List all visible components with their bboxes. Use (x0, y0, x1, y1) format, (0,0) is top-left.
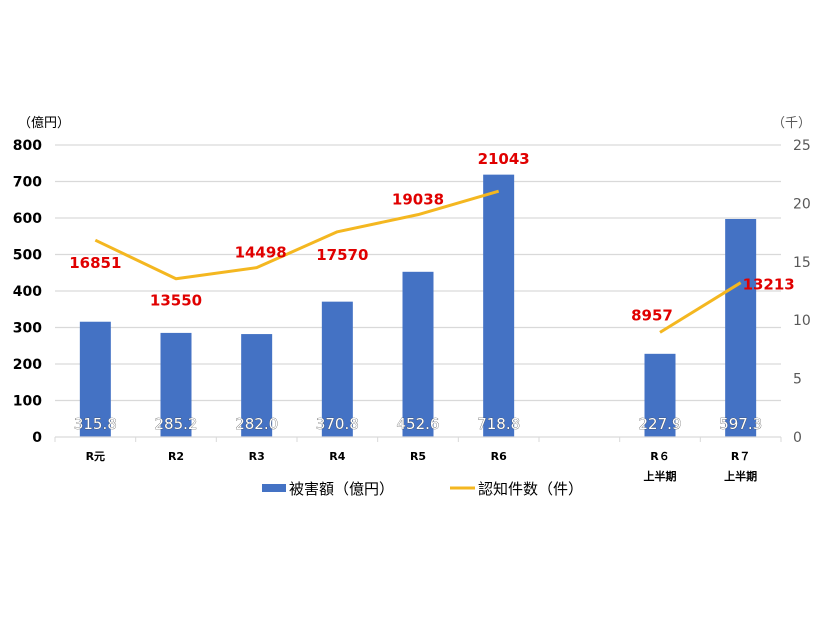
left-axis-tick: 700 (13, 175, 42, 191)
legend-bar-swatch (262, 484, 286, 492)
category-label: R元 (86, 450, 105, 463)
line-value-label: 19038 (392, 191, 444, 209)
right-axis-tick: 0 (793, 430, 802, 446)
category-label: R5 (410, 450, 426, 463)
category-label: R2 (168, 450, 184, 463)
right-axis-tick: 20 (793, 196, 811, 212)
legend-line-label: 認知件数（件） (478, 480, 583, 498)
line-value-label: 16851 (69, 254, 121, 272)
line-value-label: 13550 (150, 292, 202, 310)
category-label: R4 (329, 450, 345, 463)
line-path (659, 281, 742, 334)
line-value-label: 13213 (743, 276, 795, 294)
bar-value-label: 597.3 (719, 415, 762, 433)
legend-bar-label: 被害額（億円） (289, 480, 394, 498)
right-axis-tick: 10 (793, 313, 811, 329)
bar (644, 353, 676, 437)
legend: 被害額（億円） 認知件数（件） (262, 480, 583, 498)
left-axis-tick: 400 (13, 284, 42, 300)
right-y-axis: 0 5 10 15 20 25 (793, 138, 811, 446)
category-label: R6 (491, 450, 507, 463)
left-y-axis: 0 100 200 300 400 500 600 700 800 (13, 138, 42, 446)
left-axis-tick: 800 (13, 138, 42, 154)
bar-value-label: 227.9 (639, 415, 682, 433)
bar (483, 174, 515, 437)
category-label: 上半期 (724, 469, 757, 483)
line-value-labels: 16851 13550 14498 17570 19038 21043 8957 13213 (69, 150, 795, 324)
category-label: R６ (650, 450, 669, 463)
line-value-label: 21043 (478, 150, 530, 168)
bar-value-label: 285.2 (155, 415, 198, 433)
left-axis-tick: 500 (13, 248, 42, 264)
right-axis-unit: （千） (772, 116, 811, 131)
right-axis-tick: 5 (793, 372, 802, 388)
left-axis-unit: （億円） (18, 115, 70, 131)
left-axis-tick: 100 (13, 394, 42, 410)
left-axis-tick: 300 (13, 321, 42, 337)
x-axis: R元 R2 R3 R4 R5 R6 R６ 上半期 R７ 上半期 (54, 436, 782, 483)
line-path (94, 189, 500, 281)
bar (725, 218, 757, 437)
bar-series-damage (79, 174, 757, 437)
line-value-label: 17570 (316, 246, 368, 264)
bar (321, 301, 353, 437)
left-axis-tick: 600 (13, 211, 42, 227)
line-value-label: 14498 (235, 244, 287, 262)
category-label: R3 (249, 450, 265, 463)
bar (160, 332, 192, 437)
line-value-label: 8957 (631, 306, 673, 324)
bar-value-label: 718.8 (477, 415, 520, 433)
category-label: R７ (731, 450, 750, 463)
left-axis-tick: 200 (13, 357, 42, 373)
right-axis-tick: 25 (793, 138, 811, 154)
left-axis-tick: 0 (32, 430, 42, 446)
bar-value-labels: 315.8 285.2 282.0 370.8 452.6 718.8 227.9 597.3 (74, 415, 763, 434)
bar (402, 271, 434, 437)
bar (79, 321, 111, 437)
category-label: 上半期 (644, 469, 677, 483)
line-series-cases (94, 189, 742, 334)
bar-value-label: 370.8 (316, 415, 359, 433)
bar-value-label: 452.6 (397, 415, 440, 433)
bar (241, 334, 273, 437)
bar-value-label: 315.8 (74, 415, 117, 433)
bar-value-label: 282.0 (235, 415, 278, 433)
right-axis-tick: 15 (793, 255, 811, 271)
